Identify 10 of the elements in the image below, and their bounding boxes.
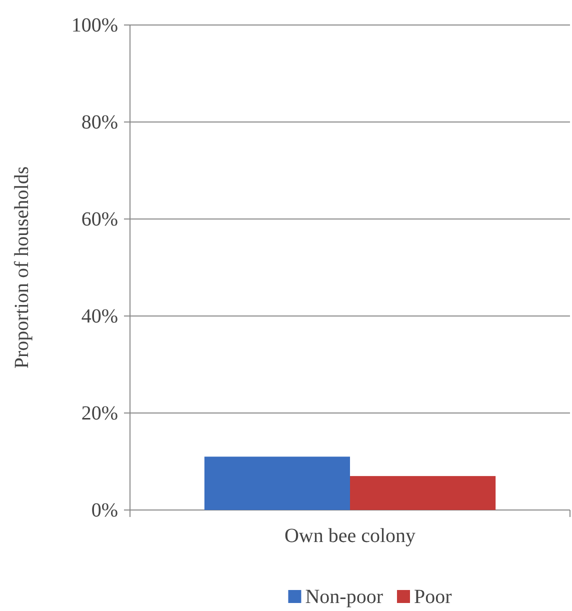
legend-label: Non-poor [305,586,384,608]
y-tick-label: 40% [81,305,118,328]
legend-label: Poor [414,586,452,608]
y-tick-label: 0% [91,499,118,522]
y-tick-label: 100% [71,14,118,36]
x-tick-label: Own bee colony [284,525,416,548]
y-tick-label: 80% [81,111,118,134]
y-axis-title: Proportion of households [11,166,33,369]
y-tick-label: 20% [81,402,118,424]
y-tick-label: 60% [81,208,118,230]
